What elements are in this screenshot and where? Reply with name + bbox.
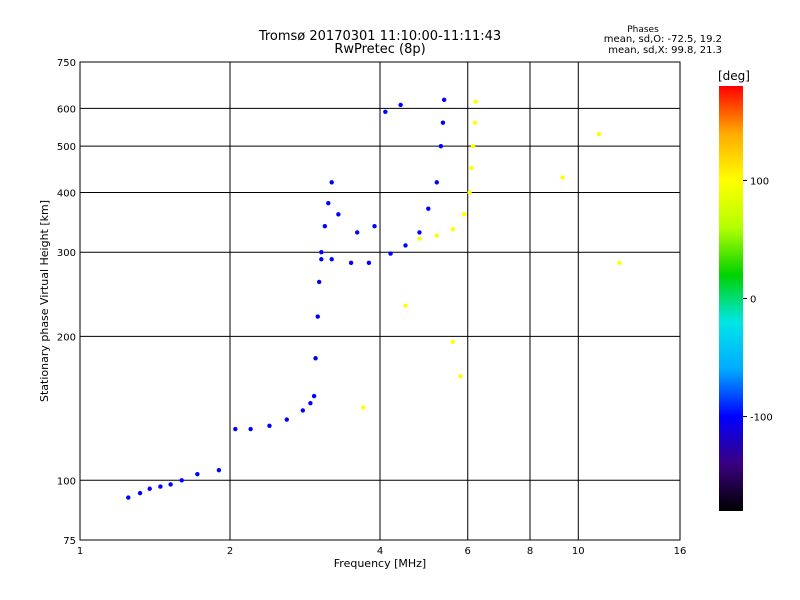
data-point — [300, 408, 306, 413]
data-point — [284, 417, 289, 422]
data-point — [179, 478, 184, 483]
data-point — [322, 224, 328, 229]
data-point — [596, 131, 602, 137]
x-axis-label: Frequency [MHz] — [334, 557, 426, 570]
data-point — [158, 484, 163, 489]
stats-x-line: mean, sd,X: 99.8, 21.3 — [608, 45, 722, 56]
y-tick-label: 200 — [57, 332, 76, 343]
data-point — [366, 260, 372, 266]
x-tick-label: 6 — [465, 546, 471, 557]
data-point — [308, 400, 313, 406]
y-tick-label: 300 — [57, 248, 76, 259]
chart-title: Tromsø 20170301 11:10:00-11:11:43 — [258, 29, 501, 44]
data-point — [473, 99, 478, 104]
data-point — [450, 227, 456, 232]
data-points — [126, 97, 622, 500]
data-point — [469, 165, 474, 171]
data-point — [319, 250, 324, 255]
data-point — [147, 486, 152, 491]
colorbar-tick-label: -100 — [750, 413, 773, 424]
data-point — [467, 190, 472, 195]
x-axis: 1 2 4 6 8 10 16 — [77, 546, 687, 557]
x-tick-label: 10 — [572, 546, 585, 557]
data-point — [450, 339, 456, 344]
stats-o-line: mean, sd,O: -72.5, 19.2 — [604, 34, 722, 45]
data-point — [417, 230, 422, 235]
x-tick-label: 2 — [227, 546, 233, 557]
data-point — [472, 120, 478, 125]
x-tick-label: 1 — [77, 546, 83, 557]
data-point — [398, 102, 403, 108]
data-point — [195, 471, 200, 477]
data-point — [319, 257, 324, 262]
colorbar-tick-label: 0 — [750, 295, 756, 306]
data-point — [137, 490, 143, 496]
colorbar-label: [deg] — [718, 69, 750, 83]
data-point — [233, 426, 238, 432]
data-point — [403, 303, 408, 308]
colorbar-tick-label: 100 — [750, 176, 769, 187]
data-point — [348, 260, 354, 266]
data-point — [461, 212, 467, 217]
data-point — [354, 230, 360, 235]
chart-subtitle: RwPretec (8p) — [334, 42, 425, 57]
data-point — [383, 109, 388, 115]
data-point — [168, 482, 173, 487]
data-point — [438, 143, 444, 149]
data-point — [434, 180, 439, 185]
y-tick-label: 100 — [57, 476, 76, 487]
y-tick-label: 400 — [57, 188, 76, 199]
y-axis-label: Stationary phase Virtual Height [km] — [38, 200, 51, 402]
colorbar-ticks: 100 0 -100 — [743, 176, 773, 424]
data-point — [617, 260, 622, 266]
data-point — [311, 393, 317, 399]
data-point — [336, 212, 341, 217]
colorbar — [719, 86, 743, 511]
data-point — [470, 143, 476, 149]
data-point — [372, 224, 377, 229]
y-tick-label: 600 — [57, 104, 76, 115]
y-tick-label: 500 — [57, 142, 76, 153]
data-point — [417, 236, 422, 242]
data-point — [248, 426, 253, 432]
data-point — [360, 405, 366, 410]
data-point — [388, 251, 393, 256]
data-point — [560, 175, 565, 180]
x-tick-label: 8 — [527, 546, 533, 557]
data-point — [126, 495, 131, 500]
stats-heading: Phases — [627, 25, 659, 35]
x-tick-label: 16 — [674, 546, 687, 557]
data-point — [441, 97, 447, 103]
data-point — [313, 356, 318, 361]
data-point — [403, 243, 408, 248]
y-tick-label: 750 — [57, 58, 76, 69]
data-point — [440, 120, 446, 125]
data-point — [316, 279, 322, 285]
data-point — [426, 206, 431, 211]
data-point — [329, 180, 334, 185]
data-point — [216, 467, 222, 473]
data-point — [267, 423, 272, 429]
y-axis: 75 100 200 300 400 500 600 750 — [57, 58, 76, 547]
data-point — [458, 374, 463, 379]
y-tick-label: 75 — [63, 536, 76, 547]
data-point — [329, 257, 334, 262]
data-point — [326, 200, 331, 206]
data-point — [434, 233, 439, 238]
data-point — [315, 314, 320, 319]
x-tick-label: 4 — [377, 546, 383, 557]
grid-lines — [80, 62, 680, 540]
plot-frame — [79, 61, 681, 541]
